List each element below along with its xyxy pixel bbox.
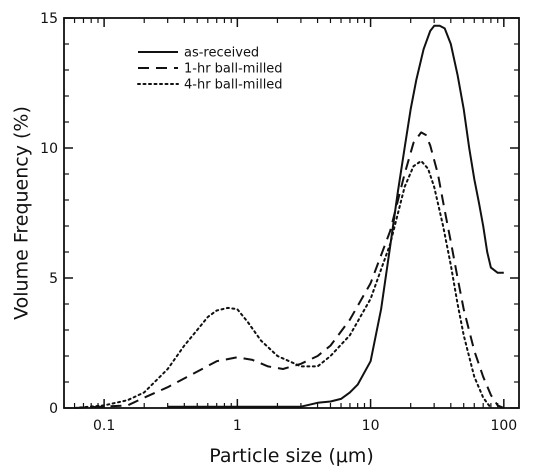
y-tick-label: 15 xyxy=(40,11,58,27)
series-line-3 xyxy=(73,160,492,409)
ticks: 0 5 10 15 0.1 1 10 100 xyxy=(40,11,519,434)
legend-label: 1-hr ball-milled xyxy=(184,62,283,77)
x-axis-label: Particle size (μm) xyxy=(209,445,374,467)
series-layer xyxy=(73,24,505,409)
plot-axes xyxy=(63,17,520,409)
legend-label: as-received xyxy=(184,46,259,61)
plot-frame xyxy=(63,17,520,409)
y-tick-label: 5 xyxy=(49,271,58,287)
y-tick-label: 0 xyxy=(49,401,58,417)
series-line-1 xyxy=(167,24,504,408)
x-tick-label: 0.1 xyxy=(93,418,115,434)
y-tick-label: 10 xyxy=(40,141,58,157)
y-axis-label: Volume Frequency (%) xyxy=(11,106,33,320)
x-tick-label: 10 xyxy=(362,418,380,434)
legend-label: 4-hr ball-milled xyxy=(184,78,283,93)
series-line-2 xyxy=(74,131,505,409)
x-tick-label: 100 xyxy=(490,418,517,434)
x-tick-label: 1 xyxy=(233,418,242,434)
